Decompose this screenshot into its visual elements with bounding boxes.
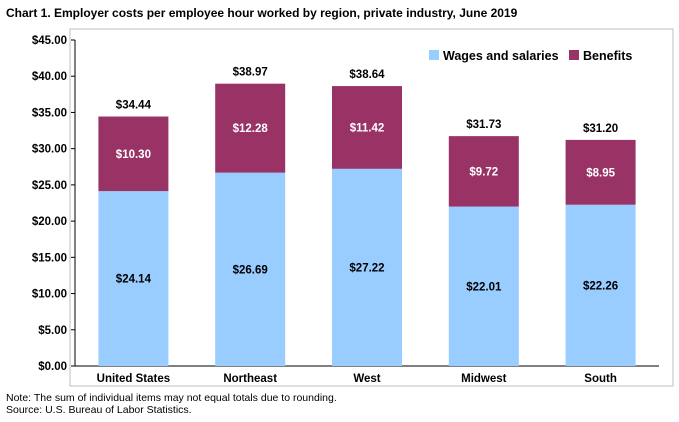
x-tick-label: Northeast: [223, 373, 277, 385]
y-tick-label: $15.00: [32, 252, 67, 264]
bar-segment-wages: [448, 206, 519, 366]
total-label: $34.44: [116, 100, 152, 112]
total-label: $38.97: [233, 67, 268, 79]
y-tick-label: $0.00: [38, 361, 67, 373]
bar-segment-wages: [332, 168, 402, 366]
data-label: $22.01: [466, 281, 502, 293]
y-tick-label: $5.00: [38, 325, 67, 337]
y-tick-label: $45.00: [32, 35, 67, 47]
bar-segment-benefits: [98, 116, 169, 192]
stacked-bar-chart: $0.00 $5.00 $10.00 $15.00 $20.00 $25.00 $30.00…: [32, 28, 674, 387]
data-label: $26.69: [233, 264, 268, 276]
plot-area-frame: [69, 28, 674, 387]
data-label: $9.72: [469, 166, 498, 178]
legend-label-benefits: Benefits: [583, 49, 632, 63]
data-label: $27.22: [349, 262, 384, 274]
y-tick-label: $35.00: [32, 107, 67, 119]
bar-segment-benefits: [565, 139, 636, 205]
data-label: $10.30: [116, 149, 151, 161]
bar-segment-wages: [98, 191, 169, 366]
x-tick-label: West: [353, 373, 380, 385]
total-label: $38.64: [349, 69, 385, 81]
bar-segment-wages: [565, 204, 636, 366]
legend-swatch-benefits: [569, 50, 579, 60]
bar-segment-benefits: [215, 83, 286, 173]
legend-swatch-wages: [429, 50, 439, 60]
total-label: $31.20: [583, 123, 618, 135]
y-tick-label: $30.00: [32, 144, 67, 156]
x-tick-label: Midwest: [461, 373, 507, 385]
data-label: $22.26: [583, 280, 618, 292]
x-tick-label: United States: [97, 373, 171, 385]
bar-segment-benefits: [332, 86, 402, 169]
legend: Wages and salaries Benefits: [429, 49, 632, 63]
y-tick-label: $25.00: [32, 180, 67, 192]
y-tick-label: $40.00: [32, 71, 67, 83]
y-tick-label: $20.00: [32, 216, 67, 228]
x-tick-label: South: [584, 373, 617, 385]
total-label: $31.73: [466, 119, 501, 131]
data-label: $24.14: [116, 274, 152, 286]
data-label: $8.95: [586, 167, 615, 179]
bar-segment-benefits: [448, 136, 519, 207]
chart-title: Chart 1. Employer costs per employee hou…: [6, 6, 518, 20]
footnote-rounding: Note: The sum of individual items may no…: [6, 392, 337, 404]
data-label: $11.42: [350, 122, 385, 134]
footnote-source: Source: U.S. Bureau of Labor Statistics.: [6, 404, 192, 416]
y-tick-label: $10.00: [32, 289, 67, 301]
data-label: $12.28: [233, 123, 269, 135]
legend-label-wages: Wages and salaries: [443, 49, 559, 63]
bar-segment-wages: [215, 172, 286, 366]
